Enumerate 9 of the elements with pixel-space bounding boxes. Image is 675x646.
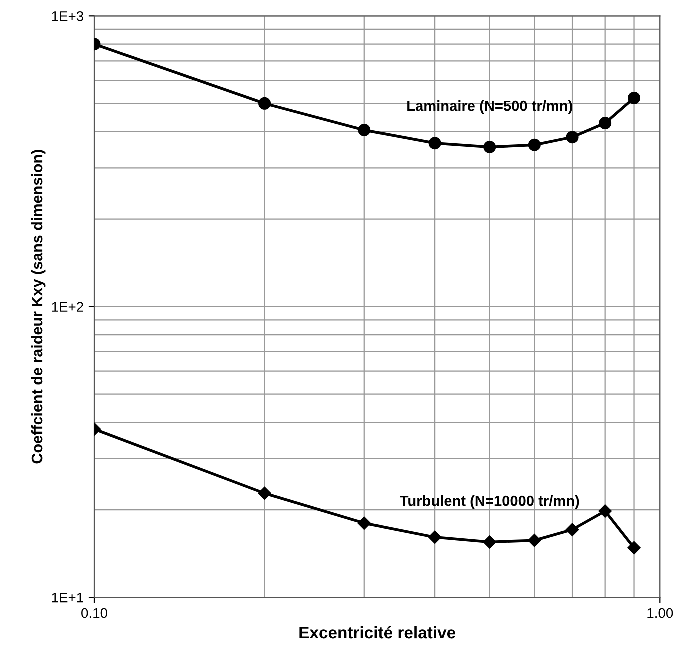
x-tick-label: 1.00 xyxy=(648,608,674,618)
x-tick-label: 0.10 xyxy=(82,608,108,618)
series-label: Turbulent (N=10000 tr/mn) xyxy=(400,496,580,510)
series-label: Laminaire (N=500 tr/mn) xyxy=(408,100,572,114)
y-axis-title: Coeffcient de raideur Kxy (sans dimension) xyxy=(31,150,46,464)
y-tick-label: 1E+1 xyxy=(52,593,84,603)
y-tick-label: 1E+2 xyxy=(52,302,84,312)
x-axis-title: Excentricité relative xyxy=(300,626,456,639)
y-tick-label: 1E+3 xyxy=(52,11,84,22)
